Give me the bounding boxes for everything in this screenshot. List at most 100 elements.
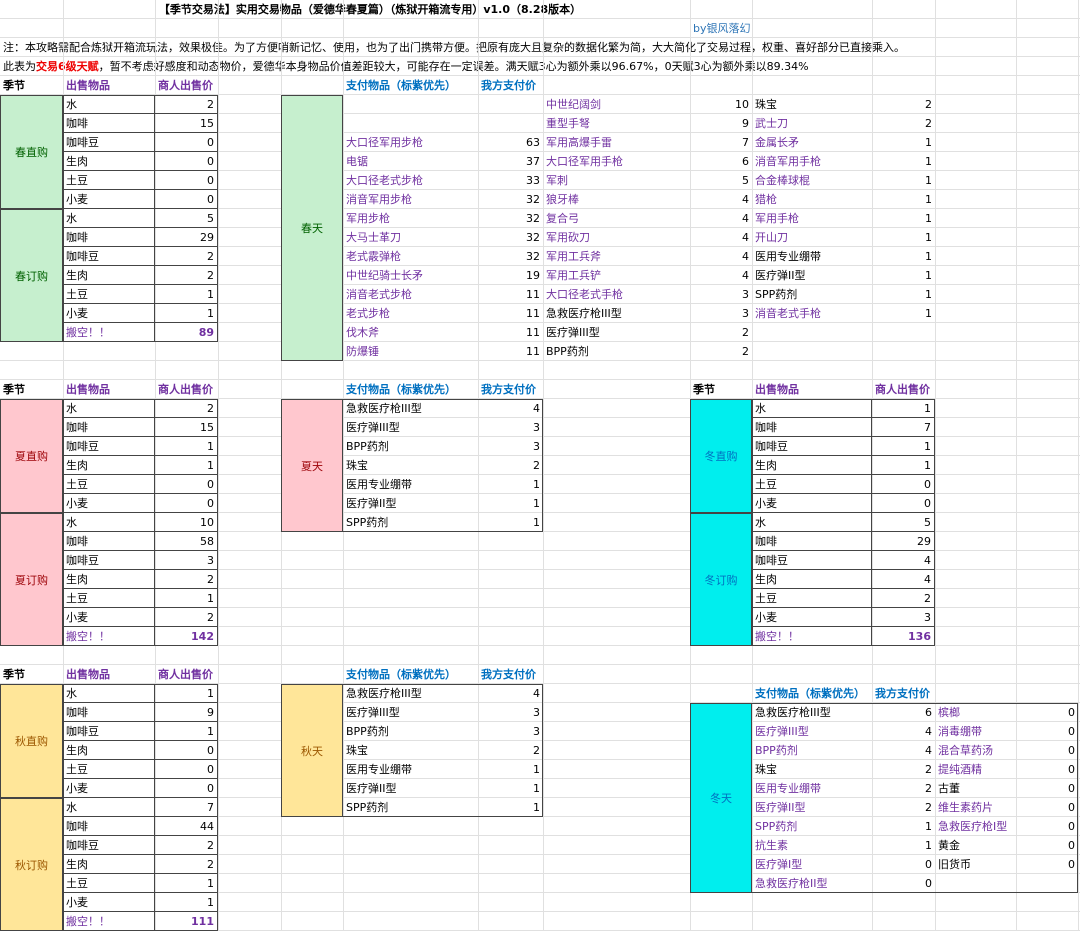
pay-item: 医疗弹III型 [546, 326, 600, 339]
sell-price: 1 [872, 437, 935, 456]
pay-price: 2 [742, 326, 749, 339]
sell-item: 咖啡豆 [63, 133, 155, 152]
sell-price: 0 [872, 475, 935, 494]
grid-line [543, 0, 544, 931]
sell-item: 水 [63, 798, 155, 817]
pay-price: 1 [533, 497, 540, 510]
pay-item: 老式步枪 [346, 307, 390, 320]
pay-price: 4 [533, 402, 540, 415]
pay-price: 0 [1068, 801, 1075, 814]
sell-price: 5 [155, 209, 218, 228]
pay-price: 2 [533, 744, 540, 757]
pay-item: 医疗弹III型 [346, 706, 400, 719]
note-highlight: 交易6级天赋 [36, 60, 99, 73]
grid-line [478, 0, 479, 931]
pay-price: 4 [742, 231, 749, 244]
sell-item: 生肉 [752, 570, 872, 589]
sell-price: 2 [155, 570, 218, 589]
pay-item: 军用高爆手雷 [546, 136, 612, 149]
pay-item: 急救医疗枪III型 [755, 706, 831, 719]
pay-price: 10 [735, 98, 749, 111]
pay-price: 1 [925, 174, 932, 187]
sell-price: 1 [155, 437, 218, 456]
sell-price: 10 [155, 513, 218, 532]
order-total: 89 [155, 323, 218, 342]
pay-price: 4 [742, 269, 749, 282]
sell-price: 1 [872, 456, 935, 475]
sell-item: 水 [63, 684, 155, 703]
sell-item-header: 出售物品 [66, 79, 110, 92]
sell-price: 0 [155, 190, 218, 209]
sell-price: 7 [155, 798, 218, 817]
pay-item: BPP药剂 [546, 345, 589, 358]
pay-price: 7 [742, 136, 749, 149]
pay-price: 11 [526, 307, 540, 320]
pay-price: 1 [925, 288, 932, 301]
sell-price: 2 [155, 608, 218, 627]
pay-item: 维生素药片 [938, 801, 993, 814]
pay-item: 消音老式手枪 [755, 307, 821, 320]
pay-price: 32 [526, 231, 540, 244]
pay-item-header: 支付物品（标紫优先） [346, 79, 456, 92]
sell-price: 3 [155, 551, 218, 570]
pay-item: 武士刀 [755, 117, 788, 130]
sell-price: 0 [872, 494, 935, 513]
pay-item: 混合草药汤 [938, 744, 993, 757]
pay-item: SPP药剂 [755, 820, 798, 833]
pay-price: 1 [925, 820, 932, 833]
pay-price: 32 [526, 250, 540, 263]
pay-price: 1 [925, 212, 932, 225]
sell-price: 58 [155, 532, 218, 551]
sell-item: 水 [752, 513, 872, 532]
pay-item: 重型手弩 [546, 117, 590, 130]
sell-price: 0 [155, 133, 218, 152]
sell-price: 1 [155, 684, 218, 703]
pay-item: 抗生素 [755, 839, 788, 852]
pay-price: 0 [1068, 820, 1075, 833]
sell-item-header: 出售物品 [66, 668, 110, 681]
pay-item: 黄金 [938, 839, 960, 852]
sell-price: 44 [155, 817, 218, 836]
merchant-price-header: 商人出售价 [158, 668, 213, 681]
pay-item: 医疗弹II型 [346, 782, 397, 795]
sell-price: 1 [155, 456, 218, 475]
sell-item: 生肉 [63, 855, 155, 874]
sell-price: 0 [155, 779, 218, 798]
pay-price: 0 [925, 858, 932, 871]
sell-item: 生肉 [752, 456, 872, 475]
note-line: 此表为交易6级天赋，暂不考虑好感度和动态物价，爱德华本身物品价值差距较大，可能存… [0, 57, 1080, 76]
pay-price: 3 [533, 440, 540, 453]
grid-line [935, 0, 936, 931]
pay-item: 珠宝 [346, 744, 368, 757]
sell-item: 小麦 [63, 608, 155, 627]
season-header: 季节 [3, 79, 25, 92]
note: 注：本攻略需配合炼狱开箱流玩法，效果极佳。为了方便哨新记忆、使用，也为了出门携带… [3, 41, 905, 54]
order-label: 春订购 [0, 209, 63, 342]
sell-item: 咖啡 [63, 532, 155, 551]
pay-item: 珠宝 [755, 98, 777, 111]
sell-item: 小麦 [63, 494, 155, 513]
clear-label: 搬空！！ [63, 627, 155, 646]
pay-item: 伐木斧 [346, 326, 379, 339]
our-price-header: 我方支付价 [481, 668, 536, 681]
sell-price: 2 [155, 266, 218, 285]
sell-price: 1 [155, 722, 218, 741]
pay-item: 消音军用手枪 [755, 155, 821, 168]
pay-item: SPP药剂 [346, 801, 389, 814]
sell-price: 15 [155, 114, 218, 133]
pay-item: 大口径老式手枪 [546, 288, 623, 301]
pay-item: 大口径军用步枪 [346, 136, 423, 149]
pay-price: 11 [526, 288, 540, 301]
pay-item: 老式霰弹枪 [346, 250, 401, 263]
pay-item: 提纯酒精 [938, 763, 982, 776]
sell-price: 7 [872, 418, 935, 437]
grid-line [343, 0, 344, 931]
sell-item: 土豆 [752, 475, 872, 494]
grid-line [872, 0, 873, 931]
merchant-price-header: 商人出售价 [158, 79, 213, 92]
pay-item: 消音老式步枪 [346, 288, 412, 301]
pay-item: 军用手枪 [755, 212, 799, 225]
pay-frame [281, 684, 543, 817]
sell-item: 水 [63, 399, 155, 418]
pay-item: 急救医疗枪III型 [346, 402, 422, 415]
